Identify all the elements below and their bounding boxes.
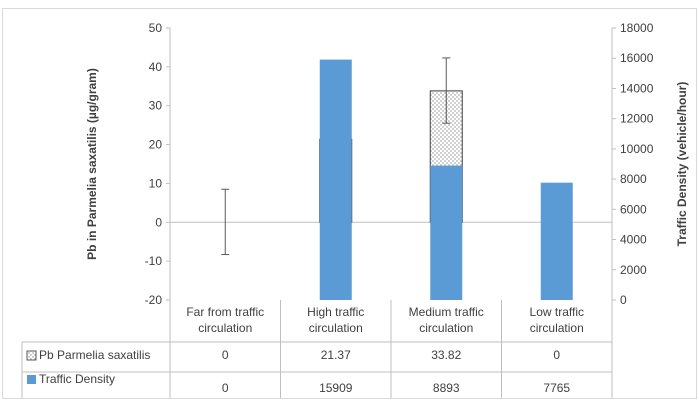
legend-swatch-pb <box>26 350 37 361</box>
y-left-tick-label: 30 <box>149 99 163 113</box>
y-left-tick-label: -10 <box>145 254 163 268</box>
category-label: circulation <box>419 321 473 335</box>
y-left-tick-label: 50 <box>149 21 163 35</box>
y-left-axis-title-part: Parmelia saxatilis <box>85 126 99 227</box>
y-right-tick-label: 10000 <box>620 142 654 156</box>
y-right-tick-label: 8000 <box>620 172 647 186</box>
y-left-tick-label: 10 <box>149 176 163 190</box>
y-left-tick-label: 0 <box>155 215 162 229</box>
y-left-axis-title: Pb in Parmelia saxatilis (µg/gram) <box>85 68 99 260</box>
data-label-pb: 0 <box>222 348 229 362</box>
category-label: Low traffic <box>530 305 584 319</box>
chart-frame <box>2 8 697 399</box>
data-label-traffic: 15909 <box>319 381 353 395</box>
y-left-axis-title-part: (µg/gram) <box>85 68 99 126</box>
legend-label-traffic: Traffic Density <box>39 372 115 386</box>
category-label: Medium traffic <box>409 305 484 319</box>
y-right-tick-label: 0 <box>620 293 627 307</box>
bar-traffic-density <box>540 182 573 300</box>
category-label: High traffic <box>307 305 364 319</box>
data-label-pb: 0 <box>553 348 560 362</box>
y-left-tick-label: 40 <box>149 60 163 74</box>
category-label: Far from traffic <box>186 305 264 319</box>
category-label: circulation <box>530 321 584 335</box>
y-right-tick-label: 14000 <box>620 81 654 95</box>
y-right-tick-label: 12000 <box>620 112 654 126</box>
y-right-tick-label: 4000 <box>620 233 647 247</box>
y-right-tick-label: 18000 <box>620 21 654 35</box>
y-left-tick-label: 20 <box>149 138 163 152</box>
y-left-axis-title-part: Pb in <box>85 227 99 260</box>
data-label-traffic: 8893 <box>433 381 460 395</box>
data-label-traffic: 7765 <box>543 381 570 395</box>
data-label-pb: 21.37 <box>321 348 351 362</box>
category-label: circulation <box>198 321 252 335</box>
data-label-traffic: 0 <box>222 381 229 395</box>
data-label-pb: 33.82 <box>431 348 461 362</box>
y-left-tick-label: -20 <box>145 293 163 307</box>
legend-swatch-traffic <box>27 375 36 384</box>
y-right-tick-label: 2000 <box>620 263 647 277</box>
y-right-tick-label: 16000 <box>620 51 654 65</box>
y-right-axis-title: Traffic Density (vehicle/hour) <box>675 82 689 247</box>
bar-traffic-density <box>430 165 463 300</box>
legend-label-pb: Pb Parmelia saxatilis <box>39 348 150 362</box>
category-label: circulation <box>309 321 363 335</box>
bar-traffic-density <box>319 59 352 300</box>
y-right-tick-label: 6000 <box>620 202 647 216</box>
